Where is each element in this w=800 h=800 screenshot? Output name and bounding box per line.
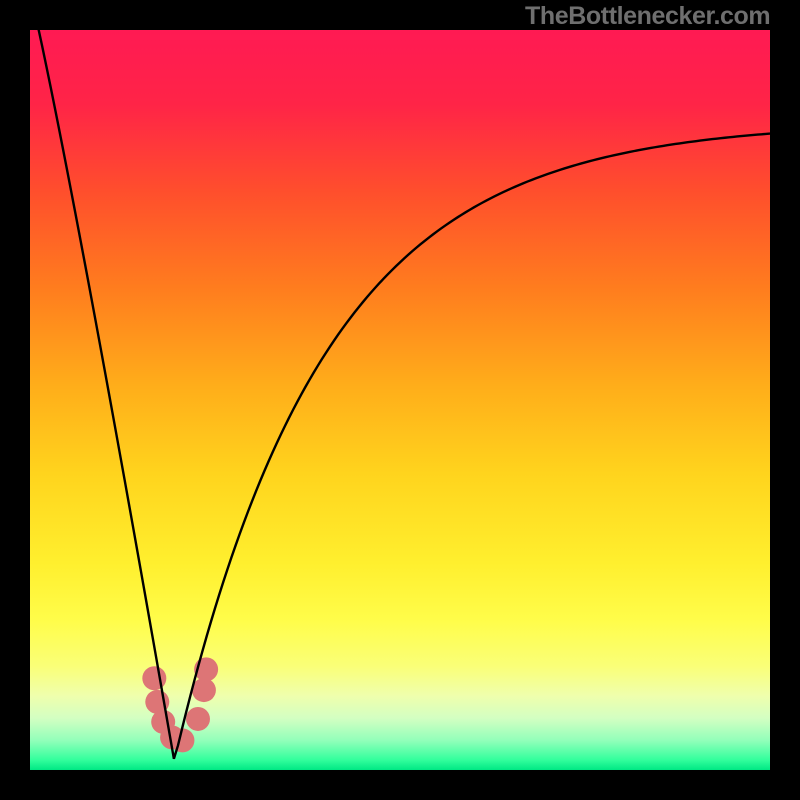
marker-dot	[192, 678, 216, 702]
chart-container: TheBottlenecker.com	[0, 0, 800, 800]
gradient-background	[30, 30, 770, 770]
marker-dot	[142, 666, 166, 690]
bottleneck-chart	[30, 30, 770, 770]
watermark-text: TheBottlenecker.com	[525, 2, 770, 31]
marker-dot	[186, 707, 210, 731]
